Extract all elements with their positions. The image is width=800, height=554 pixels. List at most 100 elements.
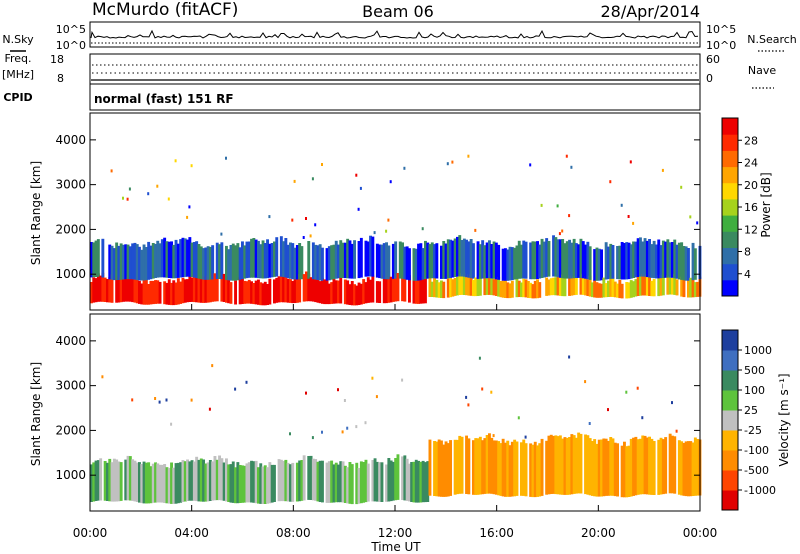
echo-cell [369, 279, 372, 303]
echo-cell [620, 242, 624, 280]
echo-cell [419, 461, 423, 503]
echo-cell [286, 462, 290, 502]
echo-cell [243, 465, 247, 503]
echo-cell [257, 467, 260, 504]
scatter-echo [170, 422, 173, 426]
echo-cell [369, 235, 372, 277]
echo-cell [275, 277, 279, 303]
echo-cell [192, 461, 196, 501]
echo-cell [661, 240, 665, 278]
echo-cell [154, 462, 157, 503]
colorbar-swatch [722, 231, 738, 248]
scatter-echo [355, 173, 358, 177]
echo-cell [103, 461, 107, 501]
echo-cell [570, 242, 574, 279]
echo-cell [618, 245, 622, 280]
echo-cell [627, 282, 631, 299]
time-tick-label: 04:00 [174, 526, 209, 540]
echo-cell [387, 275, 391, 303]
echo-cell [314, 244, 318, 280]
echo-cell [664, 241, 668, 278]
echo-cell [343, 465, 347, 503]
echo-cell [563, 437, 567, 495]
echo-cell [385, 277, 388, 304]
echo-cell [149, 466, 153, 504]
echo-cell [279, 459, 283, 502]
echo-cell [639, 274, 642, 296]
echo-cell [645, 437, 649, 495]
echo-cell [158, 243, 162, 278]
echo-cell [236, 462, 240, 504]
echo-cell [531, 284, 535, 299]
freq-left-tick-low: 8 [57, 72, 64, 85]
echo-cell [561, 239, 565, 279]
echo-cell [671, 277, 674, 295]
echo-cell [405, 458, 409, 501]
echo-cell [179, 281, 183, 304]
echo-cell [574, 243, 578, 278]
echo-cell [474, 277, 478, 297]
echo-cell [286, 244, 290, 279]
echo-cell [144, 462, 148, 504]
echo-cell [366, 463, 370, 502]
echo-cell [197, 244, 201, 279]
echo-cell [373, 458, 377, 502]
echo-cell [291, 462, 295, 502]
echo-cell [508, 283, 512, 299]
echo-cell [343, 279, 347, 305]
echo-cell [225, 245, 228, 280]
echo-cell [687, 441, 690, 497]
scatter-echo [341, 430, 344, 434]
echo-cell [545, 277, 549, 296]
power-panel: 1000 2000 3000 4000 Slant Range [km] 4 8 12 16… [29, 112, 773, 311]
echo-cell [346, 467, 350, 504]
echo-cell [199, 246, 203, 280]
echo-cell [117, 275, 121, 303]
echo-cell [408, 463, 411, 502]
echo-cell [385, 464, 388, 502]
echo-cell [488, 433, 491, 494]
echo-cell [444, 441, 448, 497]
echo-cell [485, 435, 489, 494]
echo-cell [437, 282, 441, 298]
echo-cell [122, 277, 125, 302]
echo-cell [302, 455, 306, 501]
echo-cell [650, 280, 654, 297]
echo-cell [364, 282, 368, 304]
echo-cell [108, 458, 112, 502]
scatter-echo [680, 185, 683, 189]
echo-cell [629, 438, 633, 497]
echo-cell [154, 243, 157, 278]
echo-cell [604, 283, 608, 298]
echo-cell [451, 240, 455, 278]
echo-cell [305, 271, 308, 302]
echo-cell [126, 244, 130, 280]
echo-cell [181, 460, 185, 502]
echo-cell [536, 241, 539, 279]
echo-cell [378, 462, 382, 502]
echo-cell [307, 241, 311, 279]
echo-cell [515, 245, 519, 280]
colorbar-swatch [722, 450, 738, 471]
scatter-echo [371, 376, 374, 380]
echo-cell [591, 282, 594, 298]
echo-cell [275, 237, 279, 277]
echo-cell [273, 241, 276, 277]
echo-cell [428, 244, 432, 279]
echo-cell [522, 240, 526, 279]
echo-cell [661, 439, 665, 495]
echo-cell [195, 241, 199, 279]
echo-cell [90, 464, 93, 502]
echo-cell [243, 245, 247, 279]
echo-cell [481, 240, 485, 279]
scatter-echo [101, 375, 104, 379]
echo-cell [478, 436, 482, 495]
scatter-echo [565, 154, 568, 158]
echo-cell [593, 439, 597, 497]
echo-cell [364, 240, 368, 277]
echo-cell [156, 463, 160, 503]
echo-cell [634, 241, 638, 278]
colorbar-tick-label: -25 [744, 424, 762, 437]
scatter-echo [540, 203, 543, 207]
echo-cell [586, 435, 590, 495]
